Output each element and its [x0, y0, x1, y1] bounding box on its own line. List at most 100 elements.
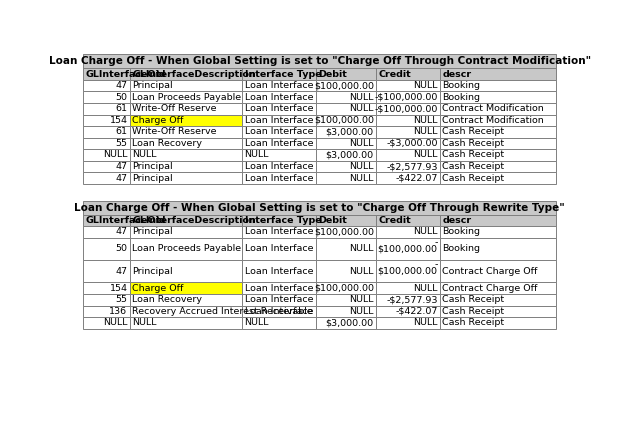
Text: NULL: NULL	[349, 173, 374, 183]
Bar	[316, 172, 376, 184]
Bar	[316, 80, 376, 92]
Bar	[130, 226, 242, 238]
Bar	[84, 138, 130, 149]
Bar	[242, 114, 316, 126]
Bar	[84, 215, 130, 226]
Bar	[376, 172, 440, 184]
Text: Principal: Principal	[132, 81, 173, 90]
Text: NULL: NULL	[132, 318, 157, 327]
Text: Loan Proceeds Payable: Loan Proceeds Payable	[132, 244, 241, 254]
Text: Debit: Debit	[318, 70, 347, 78]
Bar	[130, 215, 242, 226]
Bar	[440, 172, 556, 184]
Bar	[84, 172, 130, 184]
Bar	[242, 149, 316, 161]
Text: Debit: Debit	[318, 216, 347, 225]
Text: NULL: NULL	[349, 104, 374, 113]
Bar	[376, 103, 440, 114]
Bar	[84, 103, 130, 114]
Bar	[130, 138, 242, 149]
Text: -: -	[434, 260, 437, 270]
Text: NULL: NULL	[349, 244, 374, 254]
Bar	[242, 80, 316, 92]
Bar	[84, 306, 130, 317]
Bar	[316, 306, 376, 317]
Bar	[84, 201, 556, 215]
Bar	[440, 68, 556, 80]
Text: Contract Modification: Contract Modification	[442, 104, 544, 113]
Text: Write-Off Reserve: Write-Off Reserve	[132, 104, 217, 113]
Text: Principal: Principal	[132, 173, 173, 183]
Text: $3,000.00: $3,000.00	[326, 318, 374, 327]
Text: Credit: Credit	[378, 216, 411, 225]
Text: Recovery Accrued Interest Receivable: Recovery Accrued Interest Receivable	[132, 307, 313, 316]
Text: NULL: NULL	[413, 227, 437, 236]
Bar	[440, 114, 556, 126]
Bar	[440, 138, 556, 149]
Bar	[130, 260, 242, 282]
Text: $3,000.00: $3,000.00	[326, 151, 374, 160]
Text: NULL: NULL	[349, 93, 374, 102]
Text: Principal: Principal	[132, 227, 173, 236]
Text: NULL: NULL	[413, 81, 437, 90]
Text: NULL: NULL	[349, 295, 374, 304]
Bar	[440, 80, 556, 92]
Text: -$2,577.93: -$2,577.93	[386, 162, 437, 171]
Text: Cash Receipt: Cash Receipt	[442, 162, 504, 171]
Bar	[376, 226, 440, 238]
Text: Loan Recovery: Loan Recovery	[132, 295, 202, 304]
Text: -: -	[434, 238, 437, 247]
Bar	[376, 215, 440, 226]
Bar	[316, 282, 376, 294]
Bar	[440, 317, 556, 329]
Text: Cash Receipt: Cash Receipt	[442, 151, 504, 160]
Bar	[130, 306, 242, 317]
Bar	[316, 161, 376, 172]
Text: 136: 136	[109, 307, 127, 316]
Text: Loan Interface: Loan Interface	[245, 244, 313, 254]
Text: Interface Type: Interface Type	[245, 70, 321, 78]
Text: 154: 154	[109, 116, 127, 125]
Text: Cash Receipt: Cash Receipt	[442, 307, 504, 316]
Text: 50: 50	[115, 93, 127, 102]
Text: Loan Interface: Loan Interface	[245, 162, 313, 171]
Bar	[376, 282, 440, 294]
Text: -$3,000.00: -$3,000.00	[386, 139, 437, 148]
Bar	[376, 317, 440, 329]
Bar	[84, 126, 130, 138]
Text: $3,000.00: $3,000.00	[326, 127, 374, 136]
Bar	[130, 172, 242, 184]
Bar	[130, 282, 242, 294]
Bar	[242, 226, 316, 238]
Bar	[242, 282, 316, 294]
Bar	[242, 92, 316, 103]
Bar	[376, 238, 440, 260]
Bar	[440, 260, 556, 282]
Text: NULL: NULL	[349, 307, 374, 316]
Bar	[376, 306, 440, 317]
Text: NULL: NULL	[413, 318, 437, 327]
Text: 154: 154	[109, 284, 127, 293]
Text: Loan Interface: Loan Interface	[245, 81, 313, 90]
Bar	[316, 226, 376, 238]
Text: Loan Interface: Loan Interface	[245, 284, 313, 293]
Text: $100,000.00: $100,000.00	[314, 284, 374, 293]
Text: Booking: Booking	[442, 227, 480, 236]
Text: Loan Interface: Loan Interface	[245, 173, 313, 183]
Bar	[84, 54, 556, 68]
Bar	[376, 138, 440, 149]
Text: Loan Interface: Loan Interface	[245, 295, 313, 304]
Bar	[316, 103, 376, 114]
Bar	[376, 80, 440, 92]
Text: -$2,577.93: -$2,577.93	[386, 295, 437, 304]
Text: Charge Off: Charge Off	[132, 116, 183, 125]
Text: Cash Receipt: Cash Receipt	[442, 173, 504, 183]
Bar	[84, 260, 130, 282]
Bar	[316, 260, 376, 282]
Text: NULL: NULL	[413, 127, 437, 136]
Text: Booking: Booking	[442, 244, 480, 254]
Bar	[316, 215, 376, 226]
Bar	[440, 126, 556, 138]
Bar	[242, 68, 316, 80]
Text: Cash Receipt: Cash Receipt	[442, 127, 504, 136]
